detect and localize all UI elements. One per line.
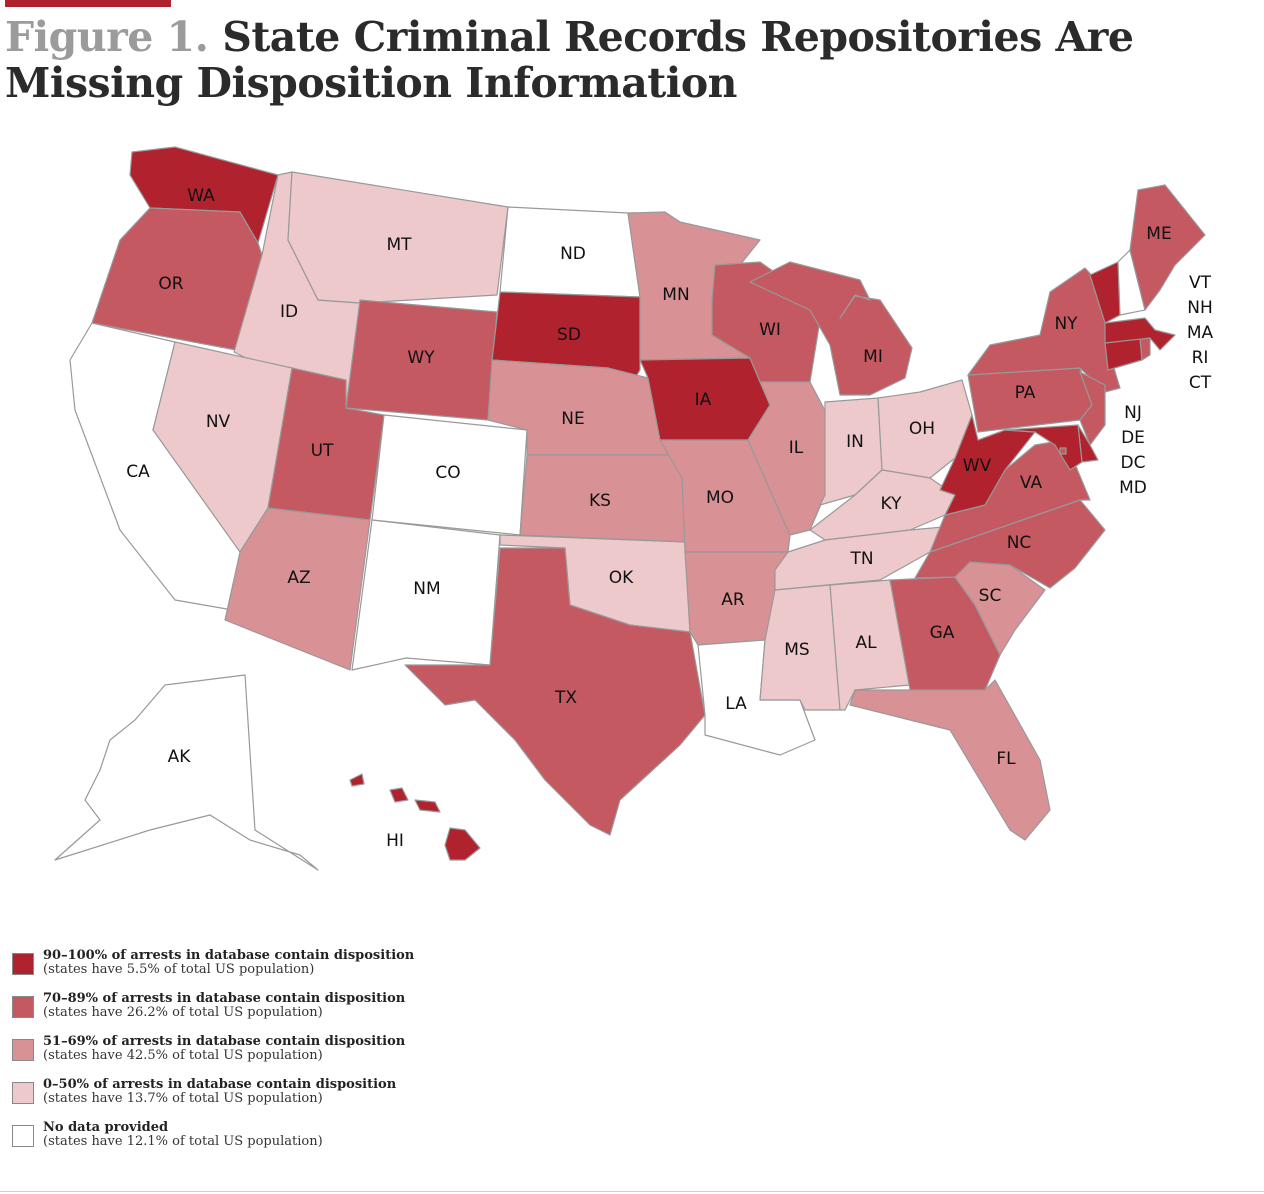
label-WY: WY: [407, 348, 435, 368]
label-ME: ME: [1146, 224, 1171, 244]
legend-sub-text: (states have 42.5% of total US populatio…: [43, 1048, 323, 1063]
state-WV[interactable]: [939, 414, 1036, 516]
legend-main-text: 0–50% of arrests in database contain dis…: [43, 1077, 397, 1092]
legend-swatch: [12, 953, 34, 975]
state-HI-oahu[interactable]: [349, 773, 365, 787]
label-NV: NV: [206, 412, 231, 432]
northeast-labels-left: NJ DE DC MD: [1113, 401, 1153, 501]
top-accent-bar: [5, 0, 171, 7]
label-WA: WA: [187, 186, 215, 206]
label-MS: MS: [784, 640, 809, 660]
label-MD: MD: [1119, 478, 1147, 498]
legend-sub-text: (states have 13.7% of total US populatio…: [43, 1091, 323, 1106]
us-choropleth-map: WA OR CA ID MT NV UT AZ WY CO NM ND SD N…: [54, 146, 1206, 871]
bottom-rule: [0, 1191, 1264, 1192]
label-WV: WV: [963, 456, 992, 476]
label-TN: TN: [849, 549, 873, 569]
label-OR: OR: [158, 274, 183, 294]
state-IL[interactable]: [747, 381, 831, 536]
label-OK: OK: [609, 568, 634, 588]
figure-title-text: State Criminal Records Repositories Are …: [5, 13, 1134, 107]
label-TX: TX: [554, 688, 577, 708]
label-KS: KS: [589, 491, 611, 511]
label-GA: GA: [930, 623, 955, 643]
figure-label: Figure 1.: [5, 13, 209, 61]
label-PA: PA: [1015, 383, 1036, 403]
legend-item-no-data: No data provided (states have 12.1% of t…: [12, 1120, 532, 1163]
label-NM: NM: [413, 579, 440, 599]
label-MN: MN: [662, 285, 689, 305]
state-AK[interactable]: [54, 674, 319, 871]
label-DC: DC: [1120, 453, 1146, 473]
legend-sub-text: (states have 12.1% of total US populatio…: [43, 1134, 323, 1149]
legend-item-90-100: 90–100% of arrests in database contain d…: [12, 948, 532, 991]
label-VA: VA: [1020, 473, 1043, 493]
label-MA: MA: [1186, 323, 1214, 343]
state-HI-maui[interactable]: [389, 787, 409, 803]
label-WI: WI: [759, 320, 781, 340]
label-AK: AK: [168, 747, 192, 767]
label-NJ: NJ: [1124, 403, 1142, 423]
label-HI: HI: [386, 831, 404, 851]
label-KY: KY: [881, 494, 903, 514]
label-AR: AR: [721, 590, 745, 610]
state-ME[interactable]: [1129, 184, 1206, 311]
state-AZ[interactable]: [224, 507, 371, 671]
legend-main-text: 70–89% of arrests in database contain di…: [43, 991, 406, 1006]
label-LA: LA: [725, 694, 747, 714]
legend-swatch: [12, 1039, 34, 1061]
figure-title: Figure 1. State Criminal Records Reposit…: [5, 14, 1245, 106]
legend-item-0-50: 0–50% of arrests in database contain dis…: [12, 1077, 532, 1120]
label-SC: SC: [979, 586, 1002, 606]
northeast-labels-right: VT NH MA RI CT: [1180, 271, 1220, 396]
label-NH: NH: [1187, 298, 1213, 318]
label-CO: CO: [435, 463, 460, 483]
label-MI: MI: [863, 347, 883, 367]
label-MT: MT: [386, 235, 412, 255]
label-RI: RI: [1191, 348, 1209, 368]
label-UT: UT: [311, 441, 334, 461]
label-ND: ND: [560, 244, 586, 264]
label-FL: FL: [996, 749, 1016, 769]
label-IA: IA: [695, 390, 712, 410]
state-MD[interactable]: [1004, 424, 1083, 471]
label-IL: IL: [789, 438, 804, 458]
legend-swatch: [12, 1125, 34, 1147]
label-AZ: AZ: [287, 568, 310, 588]
label-NY: NY: [1054, 314, 1078, 334]
state-FL[interactable]: [849, 679, 1051, 841]
legend-item-70-89: 70–89% of arrests in database contain di…: [12, 991, 532, 1034]
label-AL: AL: [855, 633, 877, 653]
state-HI-big-island[interactable]: [444, 827, 481, 861]
legend-sub-text: (states have 5.5% of total US population…: [43, 962, 315, 977]
label-MO: MO: [706, 488, 734, 508]
label-OH: OH: [909, 419, 935, 439]
legend-main-text: 90–100% of arrests in database contain d…: [43, 948, 415, 963]
label-CT: CT: [1188, 373, 1212, 393]
legend-swatch: [12, 996, 34, 1018]
legend-main-text: No data provided: [43, 1120, 169, 1135]
label-NE: NE: [561, 409, 584, 429]
legend-item-51-69: 51–69% of arrests in database contain di…: [12, 1034, 532, 1077]
label-DE: DE: [1121, 428, 1145, 448]
legend-sub-text: (states have 26.2% of total US populatio…: [43, 1005, 323, 1020]
map-legend: 90–100% of arrests in database contain d…: [12, 948, 532, 1163]
label-VT: VT: [1188, 273, 1211, 293]
label-NC: NC: [1007, 533, 1032, 553]
state-TX[interactable]: [404, 547, 706, 836]
state-NC[interactable]: [914, 499, 1106, 589]
state-NM[interactable]: [351, 519, 501, 671]
state-HI-molokai[interactable]: [414, 799, 441, 813]
legend-main-text: 51–69% of arrests in database contain di…: [43, 1034, 406, 1049]
label-CA: CA: [126, 462, 150, 482]
label-ID: ID: [280, 302, 298, 322]
state-MI[interactable]: [749, 261, 913, 396]
state-MA[interactable]: [1104, 317, 1176, 351]
label-IN: IN: [846, 432, 864, 452]
state-RI[interactable]: [1139, 337, 1151, 361]
state-DC[interactable]: [1059, 447, 1067, 455]
legend-swatch: [12, 1082, 34, 1104]
label-SD: SD: [557, 325, 581, 345]
